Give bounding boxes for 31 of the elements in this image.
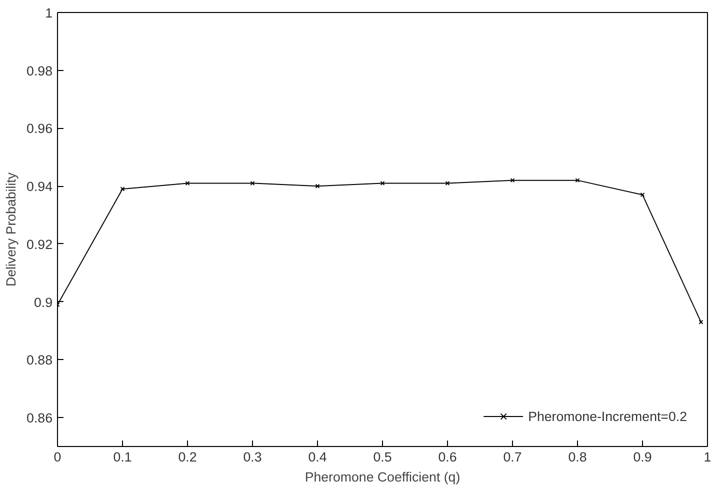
y-tick-label: 1 <box>45 6 53 20</box>
y-tick-label: 0.86 <box>26 410 53 426</box>
x-tick-label: 0.8 <box>568 450 587 464</box>
point <box>185 180 190 186</box>
y-tick-label: 0.92 <box>26 236 53 252</box>
y-tick-label: 0.9 <box>34 294 53 310</box>
point <box>315 184 320 188</box>
x-tick-label: 0.3 <box>243 450 262 464</box>
y-axis-title: Delivery Probability <box>4 172 19 287</box>
point <box>445 180 450 186</box>
x-axis-title: Pheromone Coefficient (q) <box>304 470 460 484</box>
y-tick-label: 0.96 <box>26 121 53 136</box>
x-tick-label: 0.2 <box>178 450 197 464</box>
y-tick-label: 0.98 <box>26 63 53 78</box>
point <box>510 178 515 183</box>
x-tick-label: 0.5 <box>373 450 392 464</box>
x-tick-label: 0.1 <box>113 450 132 464</box>
point <box>380 180 385 186</box>
legend-label: Pheromone-Increment=0.2 <box>528 408 687 424</box>
point <box>250 180 255 186</box>
point <box>575 178 580 183</box>
x-tick-label: 1 <box>704 450 712 464</box>
x-tick-label: 0.9 <box>633 450 652 464</box>
y-tick-label: 0.88 <box>26 352 53 368</box>
x-tick-label: 0.7 <box>503 450 522 464</box>
x-tick-label: 0.6 <box>438 450 457 464</box>
point <box>640 192 645 198</box>
point <box>120 186 125 192</box>
x-tick-label: 0 <box>54 450 62 464</box>
x-tick-label: 0.4 <box>308 450 328 464</box>
y-tick-label: 0.94 <box>26 179 54 194</box>
